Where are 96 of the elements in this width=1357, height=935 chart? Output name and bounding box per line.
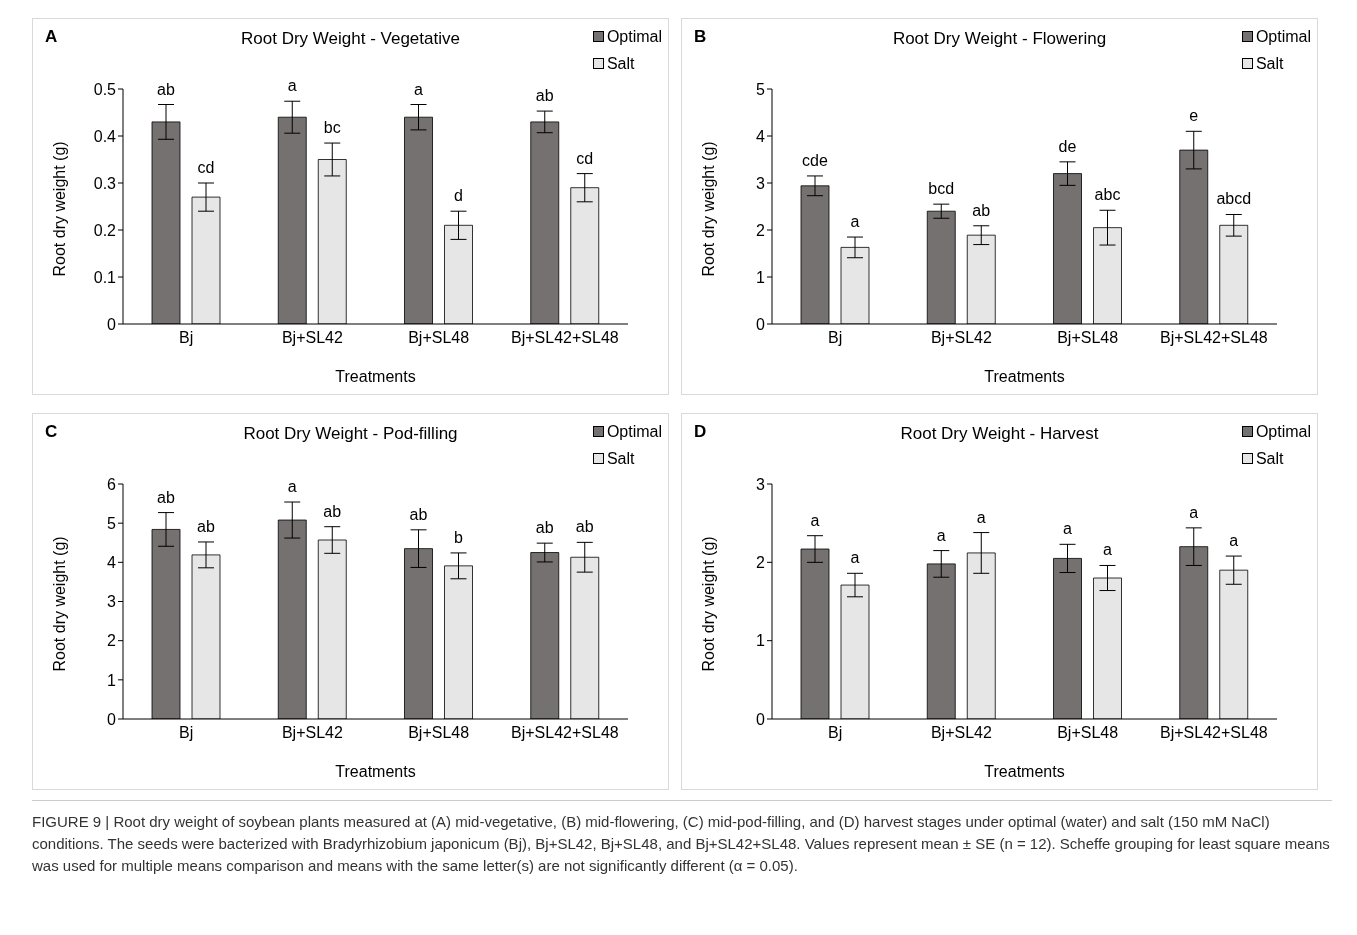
- y-tick-label: 2: [756, 221, 766, 239]
- y-tick-label: 6: [107, 475, 117, 493]
- x-tick-label: Bj+SL42+SL48: [511, 724, 619, 742]
- y-tick-label: 0.5: [93, 80, 117, 98]
- data-label: b: [454, 528, 464, 546]
- x-axis-title: Treatments: [984, 763, 1065, 780]
- data-label: a: [1229, 532, 1239, 550]
- y-tick-label: 0: [107, 710, 117, 728]
- data-label: ab: [157, 488, 175, 506]
- text: B: [694, 27, 707, 47]
- data-label: ab: [535, 519, 554, 537]
- caption: FIGURE 9 | Root dry weight of soybean plants measured at (A) mid-vegetative, (B) mid-flowering, (C) mid-pod-filling, and (D) harvest stages under optimal (water) and salt (150 mM NaCl) conditions. The seeds were bacterized with Bradyrhizobium japonicum (Bj), Bj+SL42, Bj+SL48, and Bj+SL42+SL48. Values represent mean ± SE (n = 12). Scheffe grouping for least square means was used for multiple means comparison and means with the same letter(s) are not significantly different (α = 0.05).: [32, 812, 1331, 876]
- text: A: [45, 27, 58, 47]
- y-axis-title: Root dry weight (g): [50, 141, 68, 277]
- x-tick-label: Bj: [828, 724, 843, 742]
- x-axis-title: Treatments: [984, 368, 1065, 385]
- y-tick-label: 4: [107, 554, 117, 572]
- legend-label: Salt: [1255, 54, 1284, 74]
- y-tick-label: 2: [756, 554, 766, 572]
- y-tick-label: 0.2: [93, 221, 117, 239]
- legend-label: Salt: [1255, 449, 1284, 469]
- y-tick-label: 3: [756, 174, 766, 192]
- chart-title: Root Dry Weight - Vegetative: [241, 29, 460, 48]
- y-tick-label: 4: [756, 127, 766, 145]
- chart-title: Root Dry Weight - Pod-filling: [243, 424, 458, 443]
- data-label: ab: [575, 518, 594, 536]
- data-label: ab: [323, 502, 342, 520]
- data-label: abcd: [1216, 190, 1252, 208]
- y-tick-label: 3: [107, 593, 117, 611]
- data-label: a: [936, 526, 946, 544]
- y-tick-label: 5: [107, 514, 117, 532]
- text: D: [694, 422, 707, 442]
- data-label: cde: [802, 151, 828, 169]
- data-label: a: [976, 508, 986, 526]
- data-label: a: [287, 77, 297, 95]
- data-label: bc: [323, 119, 341, 137]
- legend-label: Optimal: [606, 422, 662, 442]
- x-tick-label: Bj+SL48: [1057, 724, 1119, 742]
- data-label: ab: [535, 87, 554, 105]
- data-label: e: [1189, 107, 1199, 125]
- data-label: a: [850, 549, 860, 567]
- y-tick-label: 2: [107, 632, 117, 650]
- data-label: bcd: [928, 180, 955, 198]
- x-tick-label: Bj+SL42: [281, 724, 343, 742]
- legend-label: Salt: [606, 449, 635, 469]
- data-label: cd: [576, 149, 594, 167]
- x-tick-label: Bj+SL42+SL48: [511, 329, 619, 347]
- y-tick-label: 0.4: [93, 127, 117, 145]
- y-axis-title: Root dry weight (g): [699, 141, 717, 277]
- y-tick-label: 5: [756, 80, 766, 98]
- x-tick-label: Bj: [179, 724, 194, 742]
- data-label: a: [414, 80, 424, 98]
- y-tick-label: 0: [756, 315, 766, 333]
- data-label: a: [850, 213, 860, 231]
- y-tick-label: 1: [756, 632, 766, 650]
- y-tick-label: 0: [756, 710, 766, 728]
- data-label: ab: [409, 505, 428, 523]
- y-tick-label: 0.3: [93, 174, 117, 192]
- y-tick-label: 0: [107, 315, 117, 333]
- x-tick-label: Bj+SL42+SL48: [1160, 724, 1268, 742]
- x-axis-title: Treatments: [335, 763, 416, 780]
- data-label: a: [1189, 503, 1199, 521]
- x-tick-label: Bj: [828, 329, 843, 347]
- data-label: ab: [972, 201, 991, 219]
- x-tick-label: Bj+SL42: [281, 329, 343, 347]
- data-label: abc: [1094, 186, 1121, 204]
- x-axis-title: Treatments: [335, 368, 416, 385]
- legend-label: Salt: [606, 54, 635, 74]
- y-tick-label: 3: [756, 475, 766, 493]
- legend-label: Optimal: [1255, 27, 1311, 47]
- x-tick-label: Bj+SL42: [930, 329, 992, 347]
- x-tick-label: Bj: [179, 329, 194, 347]
- legend-label: Optimal: [606, 27, 662, 47]
- x-tick-label: Bj+SL42+SL48: [1160, 329, 1268, 347]
- chart-title: Root Dry Weight - Harvest: [900, 424, 1099, 443]
- data-label: a: [1063, 520, 1073, 538]
- x-tick-label: Bj+SL48: [1057, 329, 1119, 347]
- chart-title: Root Dry Weight - Flowering: [892, 29, 1107, 48]
- data-label: cd: [197, 159, 215, 176]
- data-label: d: [454, 187, 463, 205]
- data-label: a: [287, 478, 297, 496]
- text: C: [45, 422, 58, 442]
- data-label: a: [810, 511, 820, 529]
- legend-label: Optimal: [1255, 422, 1311, 442]
- y-tick-label: 0.1: [93, 268, 117, 286]
- x-tick-label: Bj+SL42: [930, 724, 992, 742]
- data-label: ab: [197, 517, 215, 535]
- y-tick-label: 1: [107, 671, 117, 689]
- y-axis-title: Root dry weight (g): [699, 536, 717, 672]
- y-axis-title: Root dry weight (g): [50, 536, 68, 672]
- data-label: de: [1058, 137, 1077, 155]
- x-tick-label: Bj+SL48: [408, 329, 470, 347]
- y-tick-label: 1: [756, 268, 766, 286]
- data-label: ab: [157, 80, 175, 98]
- data-label: a: [1103, 541, 1113, 559]
- x-tick-label: Bj+SL48: [408, 724, 470, 742]
